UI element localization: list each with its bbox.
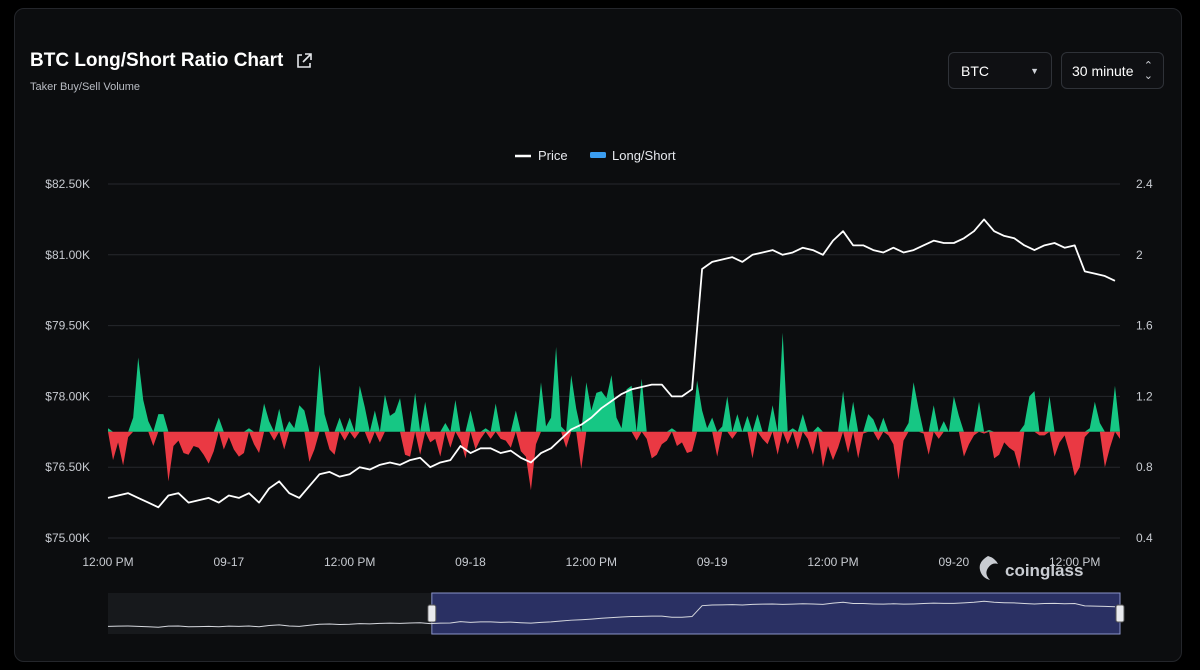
y-right-tick-label: 2.4 (1136, 177, 1153, 191)
y-left-tick-label: $78.00K (45, 389, 90, 403)
y-axis-left: $82.50K $81.00K $79.50K $78.00K $76.50K $75.0… (45, 177, 90, 545)
x-axis: 12:00 PM 09-17 12:00 PM 09-18 12:00 PM 09-19 1… (82, 555, 1100, 569)
chart-title: BTC Long/Short Ratio Chart (30, 50, 284, 71)
y-left-tick-label: $79.50K (45, 319, 90, 333)
price-line (107, 218, 1116, 509)
asset-select-value: BTC (961, 62, 989, 79)
y-right-tick-label: 0.8 (1136, 460, 1153, 474)
y-left-tick-label: $75.00K (45, 531, 90, 545)
x-tick-label: 12:00 PM (324, 555, 375, 569)
caret-down-icon: ▼ (1030, 65, 1039, 76)
x-tick-label: 12:00 PM (807, 555, 858, 569)
navigator-right-handle[interactable] (1115, 604, 1125, 623)
range-navigator[interactable] (107, 592, 1125, 635)
y-left-tick-label: $81.00K (45, 248, 90, 262)
price-line-series (107, 218, 1116, 509)
navigator-price-line (107, 600, 1115, 628)
long-area (108, 332, 1120, 432)
y-right-tick-label: 1.6 (1136, 319, 1153, 333)
y-axis-right: 2.4 2 1.6 1.2 0.8 0.4 (1136, 177, 1153, 545)
interval-select-value: 30 minute (1072, 62, 1134, 79)
interval-select[interactable]: 30 minute ⌃ ⌄ (1061, 52, 1164, 89)
x-tick-label: 12:00 PM (566, 555, 617, 569)
x-tick-label: 09-19 (697, 555, 728, 569)
watermark-text: coinglass (1005, 561, 1083, 580)
y-right-tick-label: 2 (1136, 248, 1143, 262)
chart-subtitle: Taker Buy/Sell Volume (30, 81, 141, 93)
x-tick-label: 09-20 (938, 555, 969, 569)
coinglass-watermark: coinglass (979, 556, 1083, 580)
x-tick-label: 09-18 (455, 555, 486, 569)
x-tick-label: 12:00 PM (82, 555, 133, 569)
coinglass-logo-icon (979, 556, 998, 580)
up-down-chevron-icon: ⌃ ⌄ (1143, 59, 1153, 82)
legend-price-label[interactable]: Price (538, 148, 568, 163)
y-right-tick-label: 1.2 (1136, 389, 1153, 403)
legend[interactable]: Price Long/Short (515, 148, 676, 163)
x-tick-label: 12:00 PM (1049, 555, 1100, 569)
y-right-tick-label: 0.4 (1136, 531, 1153, 545)
long-short-area (108, 332, 1120, 491)
title-row: BTC Long/Short Ratio Chart (30, 50, 313, 72)
x-tick-label: 09-17 (213, 555, 244, 569)
legend-ratio-label[interactable]: Long/Short (612, 148, 676, 163)
navigator-selection[interactable] (431, 592, 1121, 635)
y-left-tick-label: $76.50K (45, 460, 90, 474)
y-left-tick-label: $82.50K (45, 177, 90, 191)
navigator-left-handle[interactable] (427, 604, 437, 623)
external-link-icon[interactable] (295, 52, 313, 70)
legend-ratio-swatch (590, 152, 606, 158)
grid-lines (108, 183, 1120, 539)
short-area (108, 431, 1120, 491)
chart-card (14, 8, 1182, 662)
asset-select[interactable]: BTC ▼ (948, 52, 1052, 89)
